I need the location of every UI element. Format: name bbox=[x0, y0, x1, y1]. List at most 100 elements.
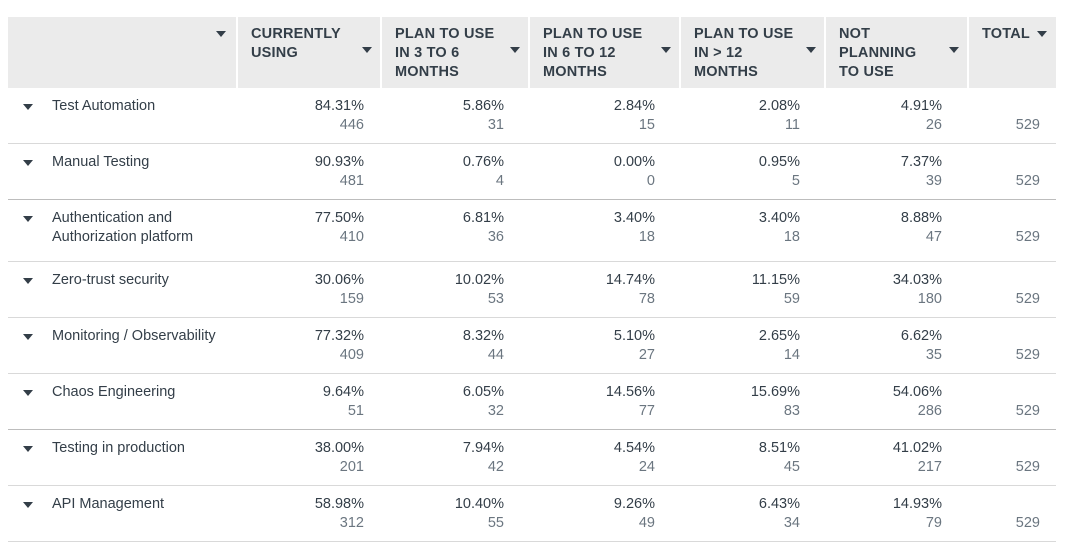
cell-count: 159 bbox=[339, 291, 364, 307]
cell-count: 180 bbox=[917, 291, 942, 307]
table-row: Chaos Engineering 9.64% 51 6.05% 32 14.56%… bbox=[8, 373, 1056, 430]
header-text: CURRENTLY USING bbox=[251, 26, 341, 61]
cell-count: 59 bbox=[783, 291, 800, 307]
cell-currently-using: 77.32% 409 bbox=[237, 317, 381, 374]
results-table: CURRENTLY USING PLAN TO USE IN 3 TO 6 MO… bbox=[8, 17, 1056, 542]
cell-not-planning: 41.02% 217 bbox=[825, 429, 968, 486]
header-total[interactable]: TOTAL bbox=[968, 17, 1056, 88]
cell-total: 529 bbox=[968, 485, 1056, 542]
caret-down-icon[interactable] bbox=[23, 502, 33, 508]
cell-percent: 3.40% bbox=[613, 210, 655, 226]
cell-count: 286 bbox=[917, 403, 942, 419]
cell-count: 32 bbox=[487, 403, 504, 419]
table-row: Zero-trust security 30.06% 159 10.02% 53 1… bbox=[8, 261, 1056, 318]
cell-plan-6-to-12: 3.40% 18 bbox=[529, 199, 680, 262]
caret-down-icon[interactable] bbox=[1037, 31, 1047, 37]
cell-currently-using: 90.93% 481 bbox=[237, 143, 381, 200]
header-text: PLAN TO USE IN 3 TO 6 MONTHS bbox=[395, 26, 495, 80]
cell-percent: 34.03% bbox=[892, 272, 942, 288]
cell-percent: 41.02% bbox=[892, 440, 942, 456]
cell-plan-3-to-6: 6.05% 32 bbox=[381, 373, 529, 430]
cell-plan-3-to-6: 10.40% 55 bbox=[381, 485, 529, 542]
header-plan-6-to-12[interactable]: PLAN TO USE IN 6 TO 12 MONTHS bbox=[529, 17, 681, 88]
cell-plan-6-to-12: 9.26% 49 bbox=[529, 485, 680, 542]
row-label-cell: Test Automation bbox=[8, 88, 237, 144]
cell-count: 409 bbox=[339, 347, 364, 363]
cell-currently-using: 9.64% 51 bbox=[237, 373, 381, 430]
cell-count: 44 bbox=[487, 347, 504, 363]
cell-percent: 15.69% bbox=[750, 384, 800, 400]
caret-down-icon[interactable] bbox=[661, 47, 671, 53]
cell-percent: 14.74% bbox=[605, 272, 655, 288]
cell-count: 77 bbox=[638, 403, 655, 419]
cell-count: 55 bbox=[487, 515, 504, 531]
header-plan-gt-12[interactable]: PLAN TO USE IN > 12 MONTHS bbox=[680, 17, 826, 88]
row-label: Testing in production bbox=[52, 440, 185, 456]
caret-down-icon[interactable] bbox=[23, 390, 33, 396]
header-label-column bbox=[8, 17, 238, 88]
cell-percent: 6.62% bbox=[900, 328, 942, 344]
cell-plan-gt-12: 8.51% 45 bbox=[680, 429, 825, 486]
header-text: TOTAL bbox=[982, 26, 1030, 42]
row-label-cell: API Management bbox=[8, 485, 237, 542]
cell-count: 481 bbox=[339, 173, 364, 189]
cell-plan-gt-12: 2.08% 11 bbox=[680, 88, 825, 144]
caret-down-icon[interactable] bbox=[949, 47, 959, 53]
cell-total: 529 bbox=[968, 199, 1056, 262]
table-row: Authentication and Authorization platfor… bbox=[8, 199, 1056, 262]
header-plan-3-to-6[interactable]: PLAN TO USE IN 3 TO 6 MONTHS bbox=[381, 17, 530, 88]
cell-percent: 0.95% bbox=[758, 154, 800, 170]
caret-down-icon[interactable] bbox=[23, 216, 33, 222]
caret-down-icon[interactable] bbox=[23, 104, 33, 110]
cell-plan-gt-12: 15.69% 83 bbox=[680, 373, 825, 430]
row-label-cell: Chaos Engineering bbox=[8, 373, 237, 430]
row-label-cell: Monitoring / Observability bbox=[8, 317, 237, 374]
cell-currently-using: 77.50% 410 bbox=[237, 199, 381, 262]
caret-down-icon[interactable] bbox=[23, 446, 33, 452]
row-label: Chaos Engineering bbox=[52, 384, 176, 400]
table-row: Monitoring / Observability 77.32% 409 8.3… bbox=[8, 317, 1056, 374]
cell-count: 36 bbox=[487, 229, 504, 245]
caret-down-icon[interactable] bbox=[362, 47, 372, 53]
cell-currently-using: 38.00% 201 bbox=[237, 429, 381, 486]
header-not-planning[interactable]: NOT PLANNING TO USE bbox=[825, 17, 969, 88]
cell-plan-6-to-12: 14.74% 78 bbox=[529, 261, 680, 318]
cell-percent: 14.93% bbox=[892, 496, 942, 512]
cell-percent: 10.02% bbox=[454, 272, 504, 288]
cell-count: 31 bbox=[487, 117, 504, 133]
cell-count: 42 bbox=[487, 459, 504, 475]
cell-count: 201 bbox=[339, 459, 364, 475]
cell-count: 78 bbox=[638, 291, 655, 307]
row-label-cell: Authentication and Authorization platfor… bbox=[8, 199, 237, 262]
header-currently-using[interactable]: CURRENTLY USING bbox=[237, 17, 382, 88]
cell-plan-3-to-6: 8.32% 44 bbox=[381, 317, 529, 374]
cell-percent: 9.64% bbox=[322, 384, 364, 400]
cell-not-planning: 34.03% 180 bbox=[825, 261, 968, 318]
cell-count: 26 bbox=[925, 117, 942, 133]
cell-plan-3-to-6: 7.94% 42 bbox=[381, 429, 529, 486]
caret-down-icon[interactable] bbox=[216, 31, 226, 37]
cell-count: 446 bbox=[339, 117, 364, 133]
caret-down-icon[interactable] bbox=[806, 47, 816, 53]
caret-down-icon[interactable] bbox=[23, 278, 33, 284]
cell-percent: 2.84% bbox=[613, 98, 655, 114]
caret-down-icon[interactable] bbox=[510, 47, 520, 53]
table-row: Manual Testing 90.93% 481 0.76% 4 0.00% 0 0… bbox=[8, 143, 1056, 200]
cell-percent: 8.32% bbox=[462, 328, 504, 344]
cell-total: 529 bbox=[968, 373, 1056, 430]
cell-percent: 54.06% bbox=[892, 384, 942, 400]
cell-total: 529 bbox=[968, 317, 1056, 374]
cell-plan-gt-12: 2.65% 14 bbox=[680, 317, 825, 374]
caret-down-icon[interactable] bbox=[23, 160, 33, 166]
caret-down-icon[interactable] bbox=[23, 334, 33, 340]
cell-percent: 2.65% bbox=[758, 328, 800, 344]
cell-count: 24 bbox=[638, 459, 655, 475]
cell-percent: 8.51% bbox=[758, 440, 800, 456]
table-body: Test Automation 84.31% 446 5.86% 31 2.84% 1… bbox=[8, 88, 1056, 542]
cell-percent: 7.37% bbox=[900, 154, 942, 170]
cell-currently-using: 30.06% 159 bbox=[237, 261, 381, 318]
cell-plan-3-to-6: 0.76% 4 bbox=[381, 143, 529, 200]
cell-currently-using: 84.31% 446 bbox=[237, 88, 381, 144]
cell-count: 0 bbox=[646, 173, 655, 189]
cell-count: 47 bbox=[925, 229, 942, 245]
